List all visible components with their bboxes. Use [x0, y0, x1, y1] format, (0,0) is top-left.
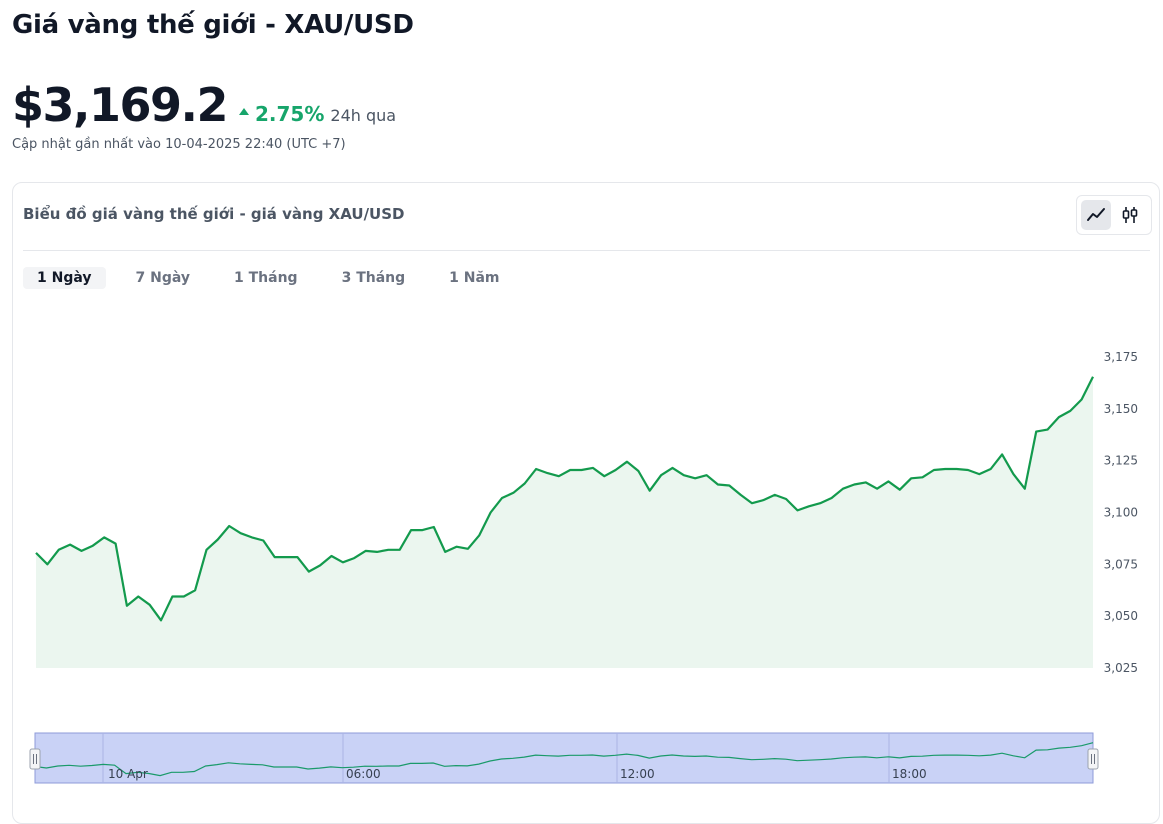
tab-1-month[interactable]: 1 Tháng [234, 270, 298, 286]
navigator-handle-left[interactable] [29, 748, 41, 770]
y-tick-label: 3,100 [1104, 506, 1138, 520]
navigator-label: 06:00 [346, 767, 381, 781]
change-period: 24h qua [330, 106, 397, 125]
navigator-handle-right[interactable] [1087, 748, 1099, 770]
last-updated: Cập nhật gần nhất vào 10-04-2025 22:40 (… [12, 137, 346, 152]
tab-1-day[interactable]: 1 Ngày [23, 267, 106, 289]
y-tick-label: 3,150 [1104, 402, 1138, 416]
y-tick-label: 3,125 [1104, 454, 1138, 468]
navigator: 10 Apr 06:00 12:00 18:00 [29, 732, 1099, 784]
range-tabs: 1 Ngày 7 Ngày 1 Tháng 3 Tháng 1 Năm [23, 267, 530, 289]
tab-7-days[interactable]: 7 Ngày [135, 270, 191, 286]
card-divider [23, 250, 1150, 251]
y-axis: 3,175 3,150 3,125 3,100 3,075 3,050 3,025 [1104, 350, 1138, 675]
y-tick-label: 3,025 [1104, 661, 1138, 675]
y-tick-label: 3,050 [1104, 609, 1138, 623]
page-title: Giá vàng thế giới - XAU/USD [12, 10, 414, 40]
navigator-label: 12:00 [620, 767, 655, 781]
line-chart-button[interactable] [1081, 200, 1111, 230]
chart-type-toggle [1076, 195, 1152, 235]
y-tick-label: 3,075 [1104, 557, 1138, 571]
price-chart: 3,175 3,150 3,125 3,100 3,075 3,050 3,025 10 A… [29, 350, 1138, 784]
tab-1-year[interactable]: 1 Năm [449, 270, 500, 286]
candlestick-chart-icon [1122, 207, 1138, 223]
triangle-up-icon [239, 108, 249, 115]
chart-card-title: Biểu đồ giá vàng thế giới - giá vàng XAU… [23, 205, 405, 223]
line-chart-icon [1087, 208, 1105, 221]
price-area [36, 376, 1093, 668]
current-price: $3,169.2 [12, 78, 229, 132]
navigator-label: 10 Apr [108, 767, 148, 781]
price-row: $3,169.2 2.75% 24h qua [12, 78, 396, 132]
price-change: 2.75% [255, 102, 325, 126]
tab-3-months[interactable]: 3 Tháng [341, 270, 406, 286]
price-line [35, 376, 1094, 622]
candlestick-chart-button[interactable] [1115, 200, 1145, 230]
navigator-selection[interactable] [34, 732, 1094, 784]
navigator-label: 18:00 [892, 767, 927, 781]
y-tick-label: 3,175 [1104, 350, 1138, 364]
navigator-line [34, 742, 1094, 777]
